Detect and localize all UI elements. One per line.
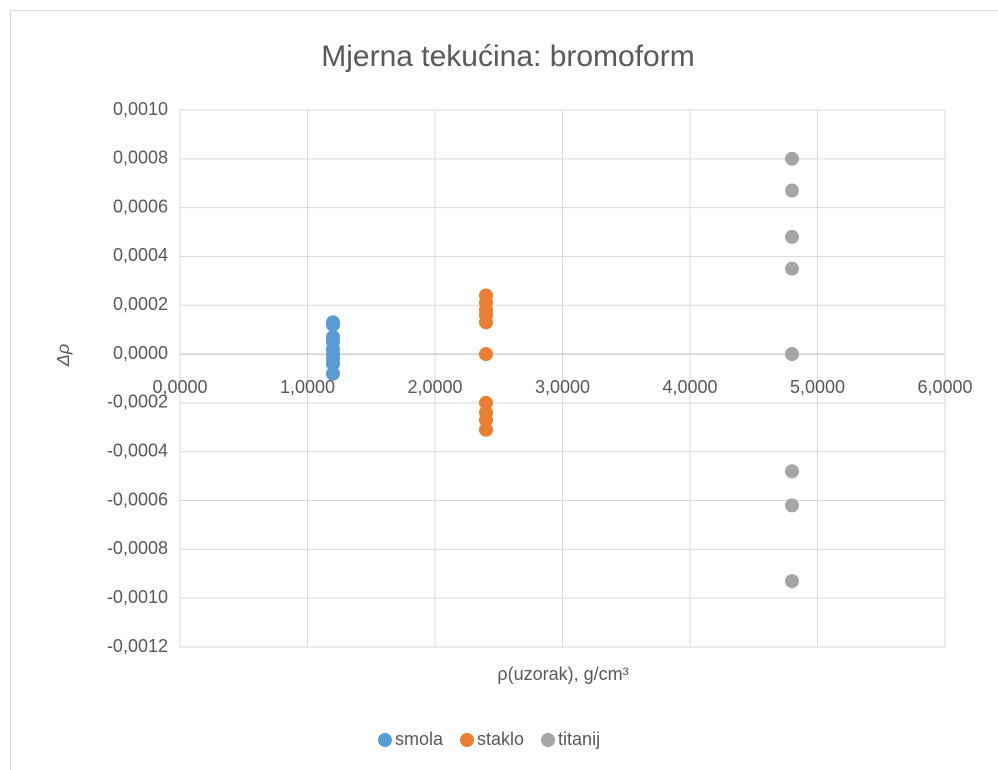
point bbox=[479, 422, 493, 437]
y-tick-label: -0,0002 bbox=[107, 392, 168, 412]
y-tick-label: 0,0008 bbox=[113, 148, 168, 168]
point bbox=[326, 356, 340, 371]
point bbox=[326, 366, 340, 381]
x-tick-label: 1,0000 bbox=[280, 377, 335, 397]
point bbox=[479, 395, 493, 410]
chart-border bbox=[10, 10, 998, 770]
x-tick-label: 3,0000 bbox=[535, 377, 590, 397]
point bbox=[785, 229, 799, 244]
point bbox=[479, 412, 493, 427]
point bbox=[785, 183, 799, 198]
y-axis-label: Δρ bbox=[53, 344, 73, 367]
y-tick-label: -0,0004 bbox=[107, 440, 168, 460]
legend-marker bbox=[541, 733, 556, 747]
y-tick-label: 0,0000 bbox=[113, 343, 168, 363]
point bbox=[785, 347, 799, 362]
x-tick-label: 6,0000 bbox=[917, 377, 972, 397]
y-tick-label: 0,0004 bbox=[113, 245, 168, 265]
y-tick-label: -0,0006 bbox=[107, 489, 168, 509]
y-tick-label: 0,0002 bbox=[113, 294, 168, 314]
point bbox=[785, 151, 799, 166]
point bbox=[785, 464, 799, 479]
legend-label: titanij bbox=[558, 729, 600, 749]
y-tick-label: -0,0012 bbox=[107, 636, 168, 656]
x-axis-label: ρ(uzorak), g/cm³ bbox=[497, 664, 628, 684]
legend-marker bbox=[378, 733, 392, 747]
y-tick-label: -0,0008 bbox=[107, 538, 168, 558]
x-tick-label: 0,0000 bbox=[152, 377, 207, 397]
point bbox=[785, 498, 799, 513]
point bbox=[479, 315, 493, 330]
x-tick-label: 2,0000 bbox=[407, 377, 462, 397]
y-tick-label: 0,0006 bbox=[113, 196, 168, 216]
legend-label: staklo bbox=[477, 729, 524, 749]
point bbox=[785, 574, 799, 589]
x-tick-label: 5,0000 bbox=[790, 377, 845, 397]
y-tick-label: -0,0010 bbox=[107, 587, 168, 607]
legend-label: smola bbox=[395, 729, 444, 749]
point bbox=[785, 261, 799, 276]
chart-title: Mjerna tekućina: bromoform bbox=[321, 40, 694, 73]
point bbox=[326, 317, 340, 332]
y-tick-label: 0,0010 bbox=[113, 99, 168, 119]
point bbox=[479, 347, 493, 362]
legend-marker bbox=[460, 733, 475, 747]
x-tick-label: 4,0000 bbox=[662, 377, 717, 397]
